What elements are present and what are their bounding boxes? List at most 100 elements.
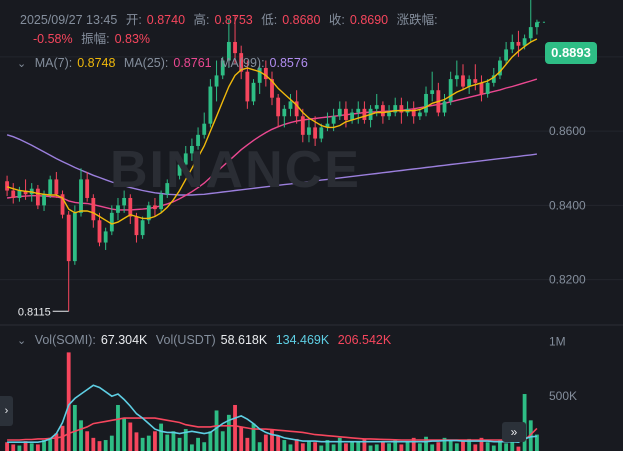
candle-body (411, 108, 416, 117)
volume-bar (60, 425, 65, 451)
volume-bar (79, 420, 83, 451)
ma25-label: MA(25): (123, 56, 169, 70)
candle-body (282, 108, 287, 117)
volume-bar (510, 434, 515, 451)
candle-body (189, 145, 194, 154)
candle-body (116, 205, 120, 213)
ma25-line (7, 78, 538, 211)
candle-body (134, 216, 139, 236)
price-tick-label: 0.8600 (549, 124, 586, 138)
volume-bar (430, 444, 435, 451)
volume-bar (399, 444, 404, 451)
current-price-badge: 0.8893 (545, 42, 597, 64)
candle-body (535, 22, 539, 28)
volume-bar (448, 440, 453, 451)
volume-bar (485, 442, 490, 451)
candle-body (23, 190, 28, 195)
candle-body (257, 67, 262, 83)
candle-body (109, 212, 114, 232)
candle-body (5, 181, 9, 191)
candle-body (214, 75, 219, 87)
volume-bar (239, 426, 244, 451)
volume-bar (319, 445, 324, 451)
chevron-right-icon[interactable]: › (0, 396, 13, 426)
double-chevron-right-icon[interactable]: » (502, 422, 526, 442)
volume-tick-label: 500K (549, 389, 577, 403)
candle-body (54, 179, 59, 195)
open-value: 0.8740 (146, 13, 186, 27)
ma-legend: ⌄ MA(7): 0.8748 MA(25): 0.8761 MA(99): 0.85… (17, 56, 313, 70)
candle-body (140, 220, 145, 236)
volume-bar (356, 442, 361, 451)
volume-bar (424, 436, 428, 451)
change-value: -0.58% (33, 32, 73, 46)
volume-bar (97, 441, 102, 451)
candle-body (146, 205, 151, 221)
candle-body (516, 41, 521, 46)
ma7-value: 0.8748 (77, 56, 116, 70)
amplitude-value: 0.83% (114, 32, 151, 46)
volume-bar (461, 441, 465, 451)
volume-bar (103, 440, 108, 451)
volume-bar (294, 438, 299, 451)
candle-body (313, 127, 318, 139)
volume-bar (350, 441, 355, 451)
candle-body (350, 112, 355, 120)
volume-bar (288, 444, 293, 451)
candle-body (473, 79, 478, 83)
volume-bar (122, 418, 127, 451)
volume-bar (183, 429, 188, 451)
volume-bar (72, 404, 77, 451)
candle-body (393, 105, 398, 113)
candle-body (17, 190, 22, 198)
candle-body (424, 93, 428, 113)
candle-body (233, 41, 237, 54)
volume-bar (313, 442, 318, 451)
candle-body (177, 164, 182, 176)
volume-bar (516, 446, 521, 451)
volume-bar (159, 423, 164, 451)
volume-bar (411, 437, 416, 451)
volume-bar (165, 434, 170, 451)
candle-body (504, 49, 509, 61)
candle-body (454, 75, 459, 80)
candle-body (319, 127, 324, 139)
vol-usdt-label: Vol(USDT) (155, 333, 216, 347)
chevron-down-icon[interactable]: ⌄ (17, 335, 27, 347)
volume-bar (325, 440, 330, 451)
ma99-label: MA(99): (220, 56, 265, 70)
candle-body (288, 101, 293, 109)
candle-body (294, 101, 299, 117)
candle-body (528, 27, 533, 39)
candle-body (202, 123, 207, 135)
volume-bar (436, 442, 441, 451)
candle-body (35, 188, 40, 206)
volume-bar (387, 443, 391, 451)
candle-body (79, 179, 83, 213)
watermark: BINANCE (110, 141, 361, 199)
volume-bar (17, 445, 22, 451)
volume-bar (128, 422, 133, 451)
candle-body (344, 108, 348, 120)
candle-body (442, 101, 447, 113)
volume-bar (282, 440, 287, 451)
volume-bar (85, 431, 90, 451)
candle-body (239, 53, 244, 72)
candle-body (362, 108, 367, 120)
low-value: 0.8680 (282, 13, 321, 27)
volume-bar (257, 442, 262, 451)
chevron-down-icon[interactable]: ⌄ (17, 58, 27, 70)
vol-somi-label: Vol(SOMI): (34, 333, 96, 347)
candle-body (128, 197, 133, 217)
candle-body (263, 67, 268, 80)
volume-bar (479, 437, 484, 451)
volume-bar (29, 443, 34, 451)
amplitude-label: 振幅: (81, 32, 110, 46)
candle-body (196, 134, 200, 146)
volume-bar (54, 433, 59, 451)
candle-body (60, 194, 65, 215)
low-label: 低: (261, 13, 278, 27)
candle-body (337, 108, 342, 117)
volume-bar (189, 444, 194, 451)
